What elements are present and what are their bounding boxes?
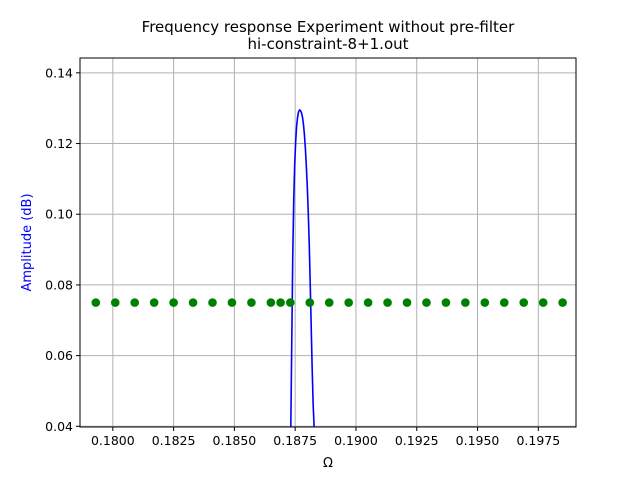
- scatter-point: [266, 298, 276, 307]
- chart-subtitle: hi-constraint-8+1.out: [247, 35, 408, 53]
- scatter-point: [441, 298, 451, 307]
- scatter-point: [208, 298, 217, 307]
- scatter-point: [363, 298, 373, 307]
- x-tick-label: 0.1800: [91, 433, 135, 448]
- scatter-point: [344, 298, 353, 307]
- scatter-point: [227, 298, 237, 307]
- scatter-point: [247, 298, 256, 307]
- scatter-point: [383, 298, 392, 307]
- scatter-point: [305, 298, 315, 307]
- x-tick-label: 0.1900: [334, 433, 378, 448]
- y-tick-label: 0.08: [45, 277, 73, 292]
- x-tick-label: 0.1975: [516, 433, 560, 448]
- chart-title: Frequency response Experiment without pr…: [142, 18, 515, 36]
- y-tick-label: 0.12: [45, 136, 73, 151]
- scatter-point: [130, 298, 140, 307]
- y-tick-label: 0.06: [45, 348, 73, 363]
- y-tick-label: 0.14: [45, 65, 73, 80]
- x-tick-label: 0.1925: [395, 433, 439, 448]
- x-tick-label: 0.1950: [456, 433, 500, 448]
- scatter-point: [91, 298, 101, 307]
- scatter-point: [402, 298, 412, 307]
- scatter-point: [558, 298, 567, 307]
- axis-ticks: 0.1800 0.1825 0.1850 0.1875 0.1900 0.1925 0.19…: [45, 65, 560, 448]
- x-tick-label: 0.1875: [273, 433, 317, 448]
- scatter-point: [286, 298, 295, 307]
- scatter-point: [480, 298, 490, 307]
- x-axis-label: Ω: [323, 456, 333, 471]
- x-tick-label: 0.1850: [213, 433, 257, 448]
- scatter-point: [110, 298, 120, 307]
- scatter-point: [188, 298, 198, 307]
- scatter-point: [169, 298, 178, 307]
- scatter-point: [149, 298, 159, 307]
- plot-frame: [79, 57, 577, 428]
- response-curve: [290, 109, 315, 427]
- scatter-point: [519, 298, 529, 307]
- scatter-point: [422, 298, 431, 307]
- y-tick-label: 0.10: [45, 207, 73, 222]
- x-tick-label: 0.1825: [152, 433, 196, 448]
- scatter-point: [461, 298, 470, 307]
- plot-series: [91, 109, 567, 427]
- scatter-point: [538, 298, 548, 307]
- scatter-point: [276, 298, 285, 307]
- y-tick-label: 0.04: [45, 419, 73, 434]
- grid: [80, 58, 576, 427]
- y-axis-label: Amplitude (dB): [20, 193, 35, 291]
- scatter-point: [324, 298, 334, 307]
- scatter-point: [499, 298, 509, 307]
